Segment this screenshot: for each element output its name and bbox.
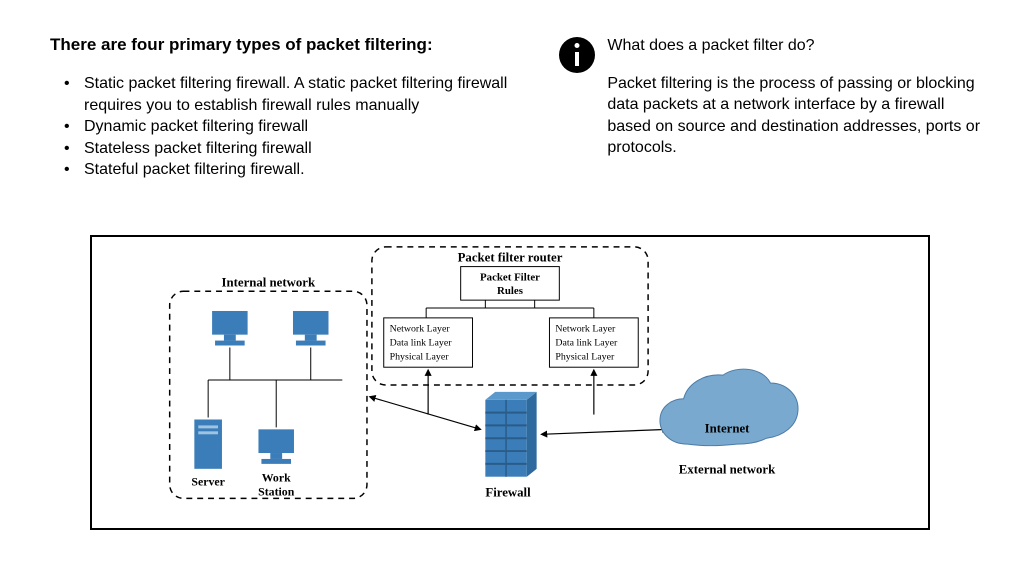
workstation-icon	[212, 311, 248, 346]
answer-text: Packet filtering is the process of passi…	[607, 73, 984, 159]
workstation-icon	[293, 311, 329, 346]
question-text: What does a packet filter do?	[607, 35, 984, 57]
right-layer-3: Physical Layer	[555, 351, 615, 362]
workstation-label-1: Work	[262, 471, 291, 485]
right-column: What does a packet filter do? Packet fil…	[559, 35, 984, 181]
types-list: Static packet filtering firewall. A stat…	[50, 73, 519, 181]
left-column: There are four primary types of packet f…	[50, 35, 519, 181]
packet-filter-diagram: Internal network Server Work Station Pac…	[92, 237, 928, 528]
list-item: Stateful packet filtering firewall.	[70, 159, 519, 181]
left-layer-2: Data link Layer	[390, 338, 453, 349]
internal-network-title: Internal network	[222, 275, 316, 289]
rules-text-2: Rules	[497, 285, 523, 297]
list-item: Dynamic packet filtering firewall	[70, 116, 519, 138]
workstation-label-2: Station	[258, 484, 295, 498]
router-title: Packet filter router	[458, 251, 563, 265]
rules-text-1: Packet Filter	[480, 271, 540, 283]
diagram-frame: Internal network Server Work Station Pac…	[90, 235, 930, 530]
left-layer-1: Network Layer	[390, 324, 451, 335]
external-label: External network	[679, 463, 776, 477]
firewall-icon	[485, 392, 536, 477]
list-item: Stateless packet filtering firewall	[70, 138, 519, 160]
server-label: Server	[191, 475, 225, 489]
types-heading: There are four primary types of packet f…	[50, 35, 519, 55]
list-item: Static packet filtering firewall. A stat…	[70, 73, 519, 116]
server-icon	[194, 419, 222, 468]
right-layer-2: Data link Layer	[555, 338, 618, 349]
firewall-label: Firewall	[485, 485, 531, 499]
left-layer-3: Physical Layer	[390, 351, 450, 362]
workstation-icon	[258, 429, 294, 464]
info-icon	[559, 37, 595, 73]
cloud-label: Internet	[705, 421, 751, 435]
right-layer-1: Network Layer	[555, 324, 616, 335]
